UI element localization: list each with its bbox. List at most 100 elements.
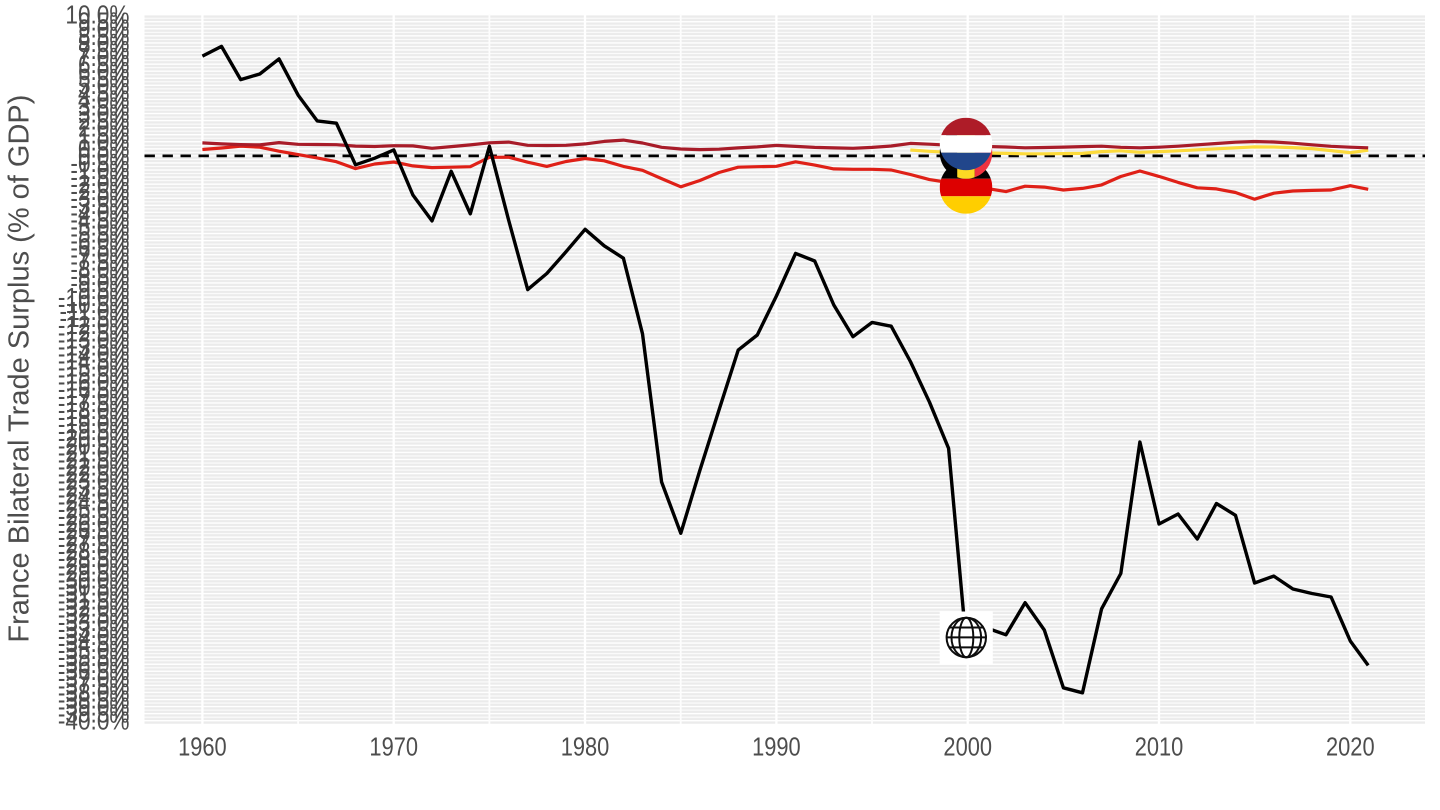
svg-text:5.5%: 5.5% (78, 65, 130, 94)
svg-text:-34.0%: -34.0% (58, 622, 130, 651)
svg-text:-20.5%: -20.5% (58, 432, 130, 461)
svg-text:-8.0%: -8.0% (70, 255, 129, 284)
svg-text:-7.5%: -7.5% (70, 248, 129, 277)
svg-text:-11.5%: -11.5% (60, 305, 130, 334)
svg-text:1990: 1990 (752, 733, 801, 762)
svg-text:-2.5%: -2.5% (70, 178, 129, 207)
svg-text:-33.0%: -33.0% (58, 608, 130, 637)
svg-text:-21.5%: -21.5% (58, 446, 130, 475)
svg-text:6.0%: 6.0% (78, 58, 130, 87)
svg-text:-12.5%: -12.5% (58, 319, 130, 348)
svg-text:-20.0%: -20.0% (58, 425, 130, 454)
svg-text:-15.5%: -15.5% (58, 361, 130, 390)
svg-text:-28.5%: -28.5% (58, 545, 130, 574)
svg-text:-38.0%: -38.0% (58, 679, 130, 708)
svg-text:-23.0%: -23.0% (58, 467, 130, 496)
svg-text:5.0%: 5.0% (78, 72, 130, 101)
svg-text:3.5%: 3.5% (78, 93, 130, 122)
svg-text:-40.0%: -40.0% (58, 707, 130, 736)
svg-text:-30.0%: -30.0% (58, 566, 130, 595)
svg-text:6.5%: 6.5% (78, 51, 130, 80)
svg-text:-17.0%: -17.0% (58, 382, 130, 411)
svg-text:-4.0%: -4.0% (70, 199, 129, 228)
svg-text:-39.5%: -39.5% (58, 700, 130, 729)
svg-text:-7.0%: -7.0% (70, 241, 129, 270)
svg-text:-18.5%: -18.5% (58, 404, 130, 433)
svg-text:-3.0%: -3.0% (70, 185, 129, 214)
svg-text:-3.5%: -3.5% (70, 192, 129, 221)
svg-text:8.5%: 8.5% (78, 22, 130, 51)
svg-text:-36.5%: -36.5% (58, 658, 130, 687)
svg-text:-2.0%: -2.0% (70, 171, 129, 200)
svg-text:-14.5%: -14.5% (58, 347, 130, 376)
svg-text:1960: 1960 (178, 733, 227, 762)
svg-text:-15.0%: -15.0% (58, 354, 130, 383)
svg-text:-4.5%: -4.5% (70, 206, 129, 235)
svg-text:-9.0%: -9.0% (70, 269, 129, 298)
svg-text:9.5%: 9.5% (78, 8, 130, 37)
svg-text:-25.0%: -25.0% (58, 495, 130, 524)
svg-text:-30.5%: -30.5% (58, 573, 130, 602)
svg-text:-25.5%: -25.5% (58, 502, 130, 531)
svg-text:-24.5%: -24.5% (58, 488, 130, 517)
svg-text:-16.0%: -16.0% (58, 368, 130, 397)
svg-text:-31.0%: -31.0% (58, 580, 130, 609)
svg-text:10.0%: 10.0% (65, 1, 129, 30)
svg-text:1.0%: 1.0% (78, 128, 130, 157)
svg-text:2010: 2010 (1135, 733, 1184, 762)
svg-text:-9.5%: -9.5% (70, 276, 129, 305)
svg-text:7.0%: 7.0% (78, 44, 130, 73)
svg-text:France Bilateral Trade Surplus: France Bilateral Trade Surplus (% of GDP… (4, 95, 36, 643)
svg-text:-33.5%: -33.5% (58, 615, 130, 644)
svg-text:-1.5%: -1.5% (70, 164, 129, 193)
svg-text:-27.5%: -27.5% (58, 531, 130, 560)
svg-text:-12.0%: -12.0% (58, 312, 130, 341)
svg-text:2000: 2000 (943, 733, 992, 762)
svg-text:2.5%: 2.5% (78, 107, 130, 136)
svg-text:-13.0%: -13.0% (58, 326, 130, 355)
svg-text:-13.5%: -13.5% (58, 333, 130, 362)
svg-text:-28.0%: -28.0% (58, 538, 130, 567)
svg-text:-39.0%: -39.0% (58, 693, 130, 722)
svg-text:-32.0%: -32.0% (58, 594, 130, 623)
svg-text:-8.5%: -8.5% (70, 262, 129, 291)
svg-text:-29.5%: -29.5% (58, 559, 130, 588)
svg-text:-19.5%: -19.5% (58, 418, 130, 447)
svg-text:-26.5%: -26.5% (58, 517, 130, 546)
svg-text:-36.0%: -36.0% (58, 651, 130, 680)
svg-text:-5.0%: -5.0% (70, 213, 129, 242)
svg-text:-21.0%: -21.0% (58, 439, 130, 468)
svg-text:3.0%: 3.0% (78, 100, 130, 129)
svg-text:0.0%: 0.0% (78, 142, 130, 171)
svg-text:1.5%: 1.5% (78, 121, 130, 150)
svg-text:-37.0%: -37.0% (58, 665, 130, 694)
svg-text:-23.5%: -23.5% (58, 474, 130, 503)
svg-text:-14.0%: -14.0% (58, 340, 130, 369)
svg-text:2020: 2020 (1326, 733, 1375, 762)
svg-text:-17.5%: -17.5% (58, 389, 130, 418)
svg-text:-1.0%: -1.0% (70, 156, 129, 185)
svg-text:-38.5%: -38.5% (58, 686, 130, 715)
svg-text:7.5%: 7.5% (78, 36, 130, 65)
svg-text:-22.5%: -22.5% (58, 460, 130, 489)
svg-text:-10.0%: -10.0% (58, 284, 130, 313)
svg-text:-22.0%: -22.0% (58, 453, 130, 482)
svg-text:9.0%: 9.0% (78, 15, 130, 44)
svg-text:8.0%: 8.0% (78, 29, 130, 58)
svg-text:-32.5%: -32.5% (58, 601, 130, 630)
svg-text:-16.5%: -16.5% (58, 375, 130, 404)
svg-text:-35.0%: -35.0% (58, 637, 130, 666)
svg-text:-6.5%: -6.5% (70, 234, 129, 263)
svg-text:2.0%: 2.0% (78, 114, 130, 143)
svg-text:-18.0%: -18.0% (58, 397, 130, 426)
svg-text:1970: 1970 (369, 733, 418, 762)
svg-text:-0.5%: -0.5% (70, 149, 129, 178)
svg-text:-11.0%: -11.0% (60, 298, 130, 327)
svg-text:-10.5%: -10.5% (58, 291, 130, 320)
svg-text:4.0%: 4.0% (78, 86, 130, 115)
svg-text:-24.0%: -24.0% (58, 481, 130, 510)
svg-text:0.5%: 0.5% (78, 135, 130, 164)
svg-text:-35.5%: -35.5% (58, 644, 130, 673)
svg-text:-29.0%: -29.0% (58, 552, 130, 581)
svg-text:-37.5%: -37.5% (58, 672, 130, 701)
